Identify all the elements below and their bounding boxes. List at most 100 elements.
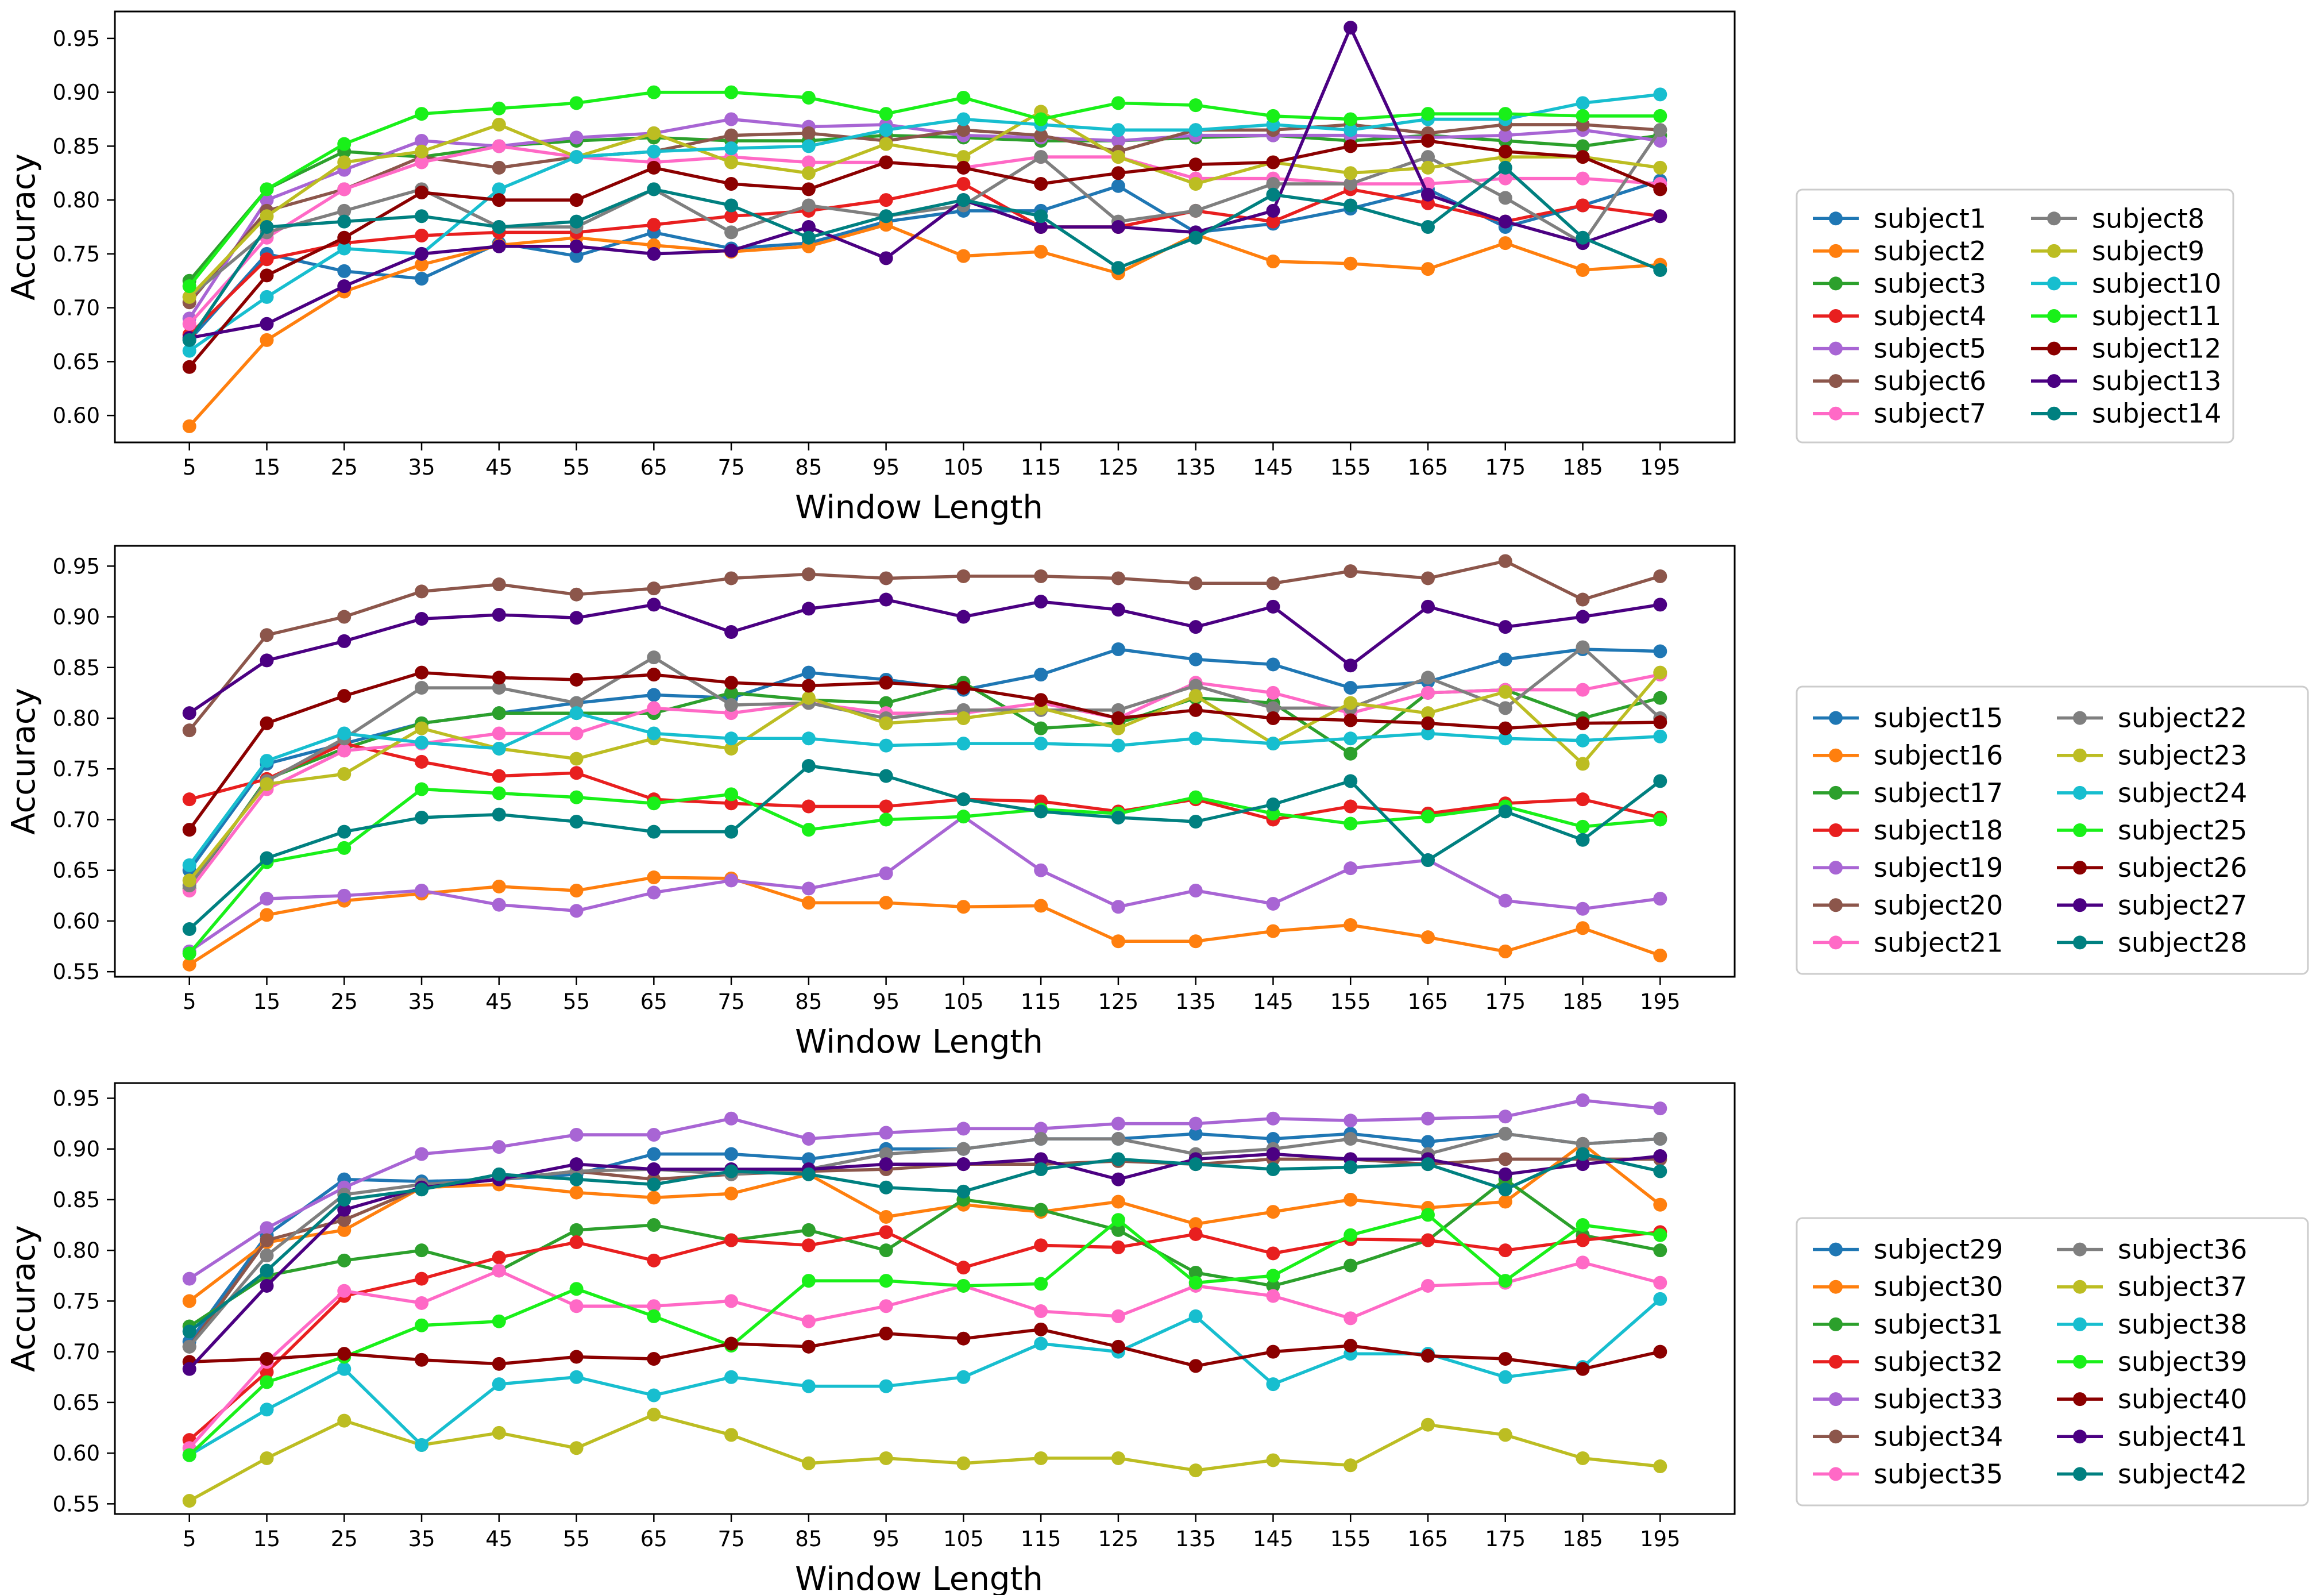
y-tick-label: 0.90 <box>53 80 100 105</box>
data-point <box>1344 774 1358 788</box>
data-point <box>1111 571 1125 585</box>
data-point <box>182 946 196 961</box>
legend-entry-subject25: subject25 <box>2057 815 2247 846</box>
data-point <box>1188 1266 1203 1280</box>
y-tick-label: 0.95 <box>53 26 100 51</box>
data-point <box>569 611 584 625</box>
x-tick-label: 35 <box>408 1527 435 1551</box>
legend-swatch-marker <box>1829 785 1843 800</box>
data-point <box>1498 1109 1512 1124</box>
data-point <box>415 186 429 199</box>
data-point <box>337 1413 352 1428</box>
data-point <box>956 1278 971 1293</box>
legend-entry-subject23: subject23 <box>2057 740 2247 771</box>
y-tick-label: 0.60 <box>53 403 100 428</box>
series-subject22 <box>182 640 1667 893</box>
legend-swatch-marker <box>2047 244 2061 258</box>
legend-entry-subject31: subject31 <box>1813 1309 2003 1340</box>
y-tick-label: 0.75 <box>53 757 100 781</box>
x-tick-label: 175 <box>1485 455 1526 480</box>
legend-label: subject34 <box>1874 1421 2003 1452</box>
data-point <box>260 908 274 922</box>
data-point <box>647 1191 661 1205</box>
data-point <box>260 1365 274 1379</box>
data-point <box>879 209 893 224</box>
y-tick-label: 0.70 <box>53 807 100 832</box>
legend-swatch-marker <box>2047 309 2061 323</box>
data-point <box>1188 934 1203 949</box>
data-point <box>956 810 971 824</box>
data-point <box>1111 1132 1125 1146</box>
x-tick-label: 195 <box>1640 455 1681 480</box>
data-point <box>1653 1197 1667 1212</box>
series-line <box>188 1413 1661 1502</box>
x-tick-label: 55 <box>563 455 590 480</box>
legend-entry-subject21: subject21 <box>1813 927 2003 958</box>
x-tick-label: 75 <box>718 1527 745 1551</box>
series-line <box>188 1132 1661 1348</box>
data-point <box>647 182 661 197</box>
legend-swatch-marker <box>1829 898 1843 912</box>
x-tick-label: 95 <box>873 1527 900 1551</box>
data-point <box>1266 1344 1280 1359</box>
x-tick-label: 185 <box>1562 989 1603 1014</box>
legend-box <box>1796 1217 2309 1507</box>
data-point <box>1653 209 1667 224</box>
series-line <box>188 90 1661 287</box>
data-point <box>647 598 661 612</box>
data-point <box>492 706 506 721</box>
data-point <box>182 873 196 888</box>
data-point <box>492 879 506 893</box>
data-point <box>337 610 352 624</box>
data-point <box>569 726 584 741</box>
data-point <box>1420 1349 1435 1363</box>
x-tick-label: 85 <box>795 989 822 1014</box>
data-point <box>1653 569 1667 583</box>
data-point <box>647 796 661 811</box>
legend-label: subject18 <box>1874 815 2003 846</box>
series-subject21 <box>182 668 1667 897</box>
data-point <box>879 676 893 690</box>
data-point <box>1034 668 1048 682</box>
x-tick-label: 25 <box>331 455 358 480</box>
data-point <box>1344 1228 1358 1242</box>
data-point <box>647 581 661 596</box>
data-point <box>1034 595 1048 609</box>
legend-swatch-marker <box>2073 1317 2087 1331</box>
data-point <box>1344 564 1358 579</box>
data-point <box>492 1314 506 1328</box>
data-point <box>1188 98 1203 113</box>
data-point <box>724 128 739 142</box>
y-tick-label: 0.60 <box>53 1441 100 1466</box>
data-point <box>879 896 893 910</box>
data-point <box>1111 603 1125 617</box>
data-point <box>956 1184 971 1199</box>
data-point <box>879 155 893 169</box>
data-point <box>1188 203 1203 218</box>
legend-label: subject8 <box>2092 203 2205 234</box>
data-point <box>182 317 196 331</box>
x-tick-label: 115 <box>1021 455 1061 480</box>
legend-label: subject12 <box>2092 333 2221 364</box>
data-point <box>1653 644 1667 658</box>
data-point <box>1653 182 1667 197</box>
data-point <box>801 691 816 705</box>
y-axis-title: Accuracy <box>5 688 43 835</box>
legend-swatch-marker <box>2073 1280 2087 1294</box>
data-point <box>1576 683 1590 697</box>
data-point <box>1266 109 1280 123</box>
data-point <box>879 592 893 607</box>
data-point <box>260 716 274 730</box>
data-point <box>1576 1451 1590 1465</box>
series-line <box>188 93 1661 352</box>
data-point <box>1344 198 1358 213</box>
x-tick-label: 165 <box>1408 1527 1449 1551</box>
data-point <box>492 671 506 685</box>
legend-entry-subject38: subject38 <box>2057 1309 2247 1340</box>
x-tick-label: 135 <box>1175 989 1216 1014</box>
data-point <box>879 251 893 265</box>
data-point <box>801 679 816 693</box>
series-line <box>188 815 1661 953</box>
data-point <box>724 1164 739 1178</box>
legend-label: subject26 <box>2118 852 2247 883</box>
